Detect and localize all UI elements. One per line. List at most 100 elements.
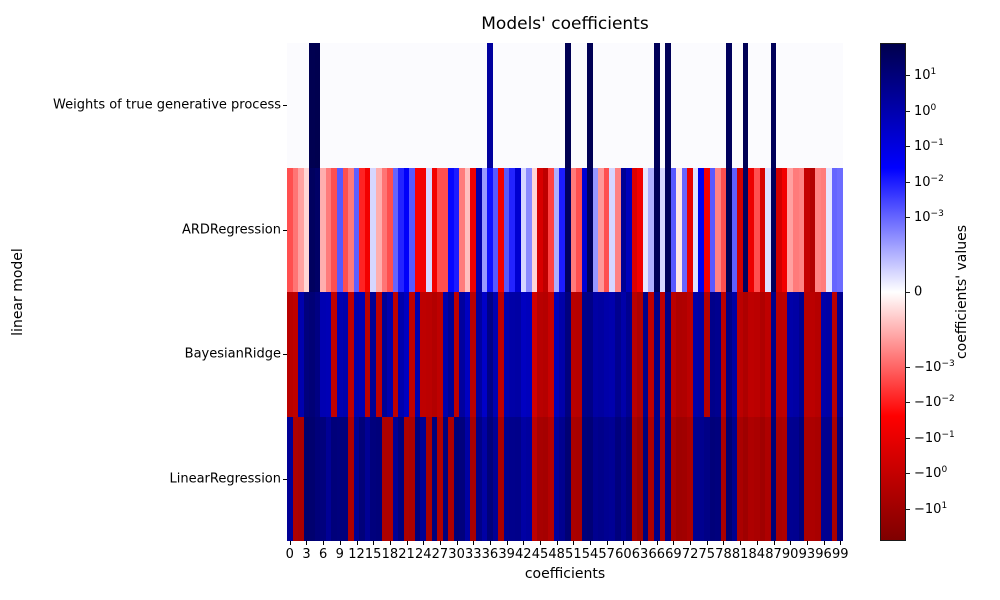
heatmap-cell [653,167,660,292]
heatmap-cell [492,292,499,417]
heatmap-cell [553,416,560,541]
heatmap-cell [726,167,732,292]
heatmap-cell [564,43,571,168]
heatmap-cell [292,43,299,168]
heatmap-cell [559,416,565,541]
heatmap-cell [759,416,766,541]
x-tick-label: 60 [615,547,632,562]
x-tick-mark [656,541,658,545]
heatmap-cell [464,292,471,417]
chart-title: Models' coefficients [481,14,649,34]
heatmap-cell [375,167,382,292]
x-tick-label: 12 [348,547,365,562]
heatmap-cell [826,43,832,168]
heatmap-cell [653,416,660,541]
heatmap-cell [754,43,760,168]
heatmap-cell [409,416,415,541]
heatmap-cell [314,292,321,417]
heatmap-cell [387,167,393,292]
heatmap-cell [448,292,454,417]
heatmap-cell [587,416,593,541]
heatmap-cell [765,43,771,168]
heatmap-cell [787,167,793,292]
x-tick-label: 21 [398,547,415,562]
heatmap-cell [309,292,315,417]
heatmap-cell [754,416,760,541]
heatmap-cell [731,43,738,168]
heatmap-cell [692,292,699,417]
heatmap-cell [581,292,588,417]
heatmap-cell [448,416,454,541]
heatmap-cell [681,167,688,292]
x-tick-label: 30 [448,547,465,562]
heatmap-cell [387,43,393,168]
heatmap-cell [715,43,721,168]
heatmap-cell [609,416,616,541]
heatmap-cell [598,43,604,168]
heatmap-cell [792,167,799,292]
heatmap-cell [431,167,438,292]
heatmap-cell [309,416,315,541]
heatmap-cell [648,43,654,168]
heatmap-cell [498,416,504,541]
heatmap-cell [809,292,816,417]
heatmap-cell [325,292,332,417]
heatmap-cell [437,416,443,541]
heatmap-cell [631,43,638,168]
x-tick-mark [606,541,608,545]
heatmap-cell [776,416,782,541]
y-axis-label: linear model [10,248,26,336]
colorbar-tick-mark [906,181,910,183]
heatmap-cell [603,167,610,292]
heatmap-cell [626,167,632,292]
heatmap-cell [392,43,399,168]
heatmap-cell [831,43,838,168]
heatmap-cell [659,416,666,541]
heatmap-cell [364,416,371,541]
heatmap-cell [520,43,527,168]
heatmap-cell [759,292,766,417]
heatmap-cell [381,416,388,541]
heatmap-cell [537,416,543,541]
heatmap-cell [765,416,771,541]
heatmap-cell [665,167,671,292]
heatmap-cell [770,292,777,417]
heatmap-cell [337,292,343,417]
heatmap-cell [687,416,693,541]
heatmap-cell [715,167,721,292]
heatmap-cell [620,292,627,417]
heatmap-cell [287,416,293,541]
heatmap-cell [776,43,782,168]
heatmap-cell [303,416,310,541]
heatmap-cell [815,292,821,417]
x-tick-mark [389,541,391,545]
x-tick-label: 96 [815,547,832,562]
heatmap-cell [431,43,438,168]
heatmap-cell [509,292,515,417]
heatmap-cell [370,43,376,168]
heatmap-cell [559,43,565,168]
heatmap-cell [375,416,382,541]
heatmap-cell [742,416,749,541]
x-tick-label: 90 [781,547,799,562]
x-tick-label: 69 [665,547,682,562]
heatmap-cell [709,167,716,292]
heatmap-cell [731,167,738,292]
x-tick-label: 63 [631,547,649,562]
heatmap-cell [687,43,693,168]
heatmap-cell [353,292,360,417]
heatmap-cell [514,43,521,168]
heatmap-cell [804,292,810,417]
y-tick-mark [283,354,287,356]
heatmap-cell [298,292,304,417]
heatmap-cell [381,167,388,292]
heatmap-cell [598,167,604,292]
heatmap-cell [609,167,616,292]
ytick-label-ardregression: ARDRegression [181,222,281,238]
heatmap-cell [526,416,532,541]
heatmap-cell [581,416,588,541]
heatmap-cell [442,167,449,292]
heatmap-cell [292,292,299,417]
heatmap-cell [609,43,616,168]
heatmap-cell [765,292,771,417]
